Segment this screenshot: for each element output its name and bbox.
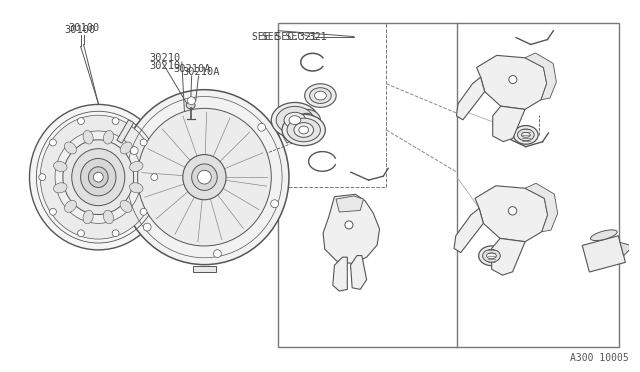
- Ellipse shape: [513, 126, 538, 144]
- Ellipse shape: [83, 210, 93, 224]
- Ellipse shape: [186, 102, 195, 109]
- Text: A300 10005: A300 10005: [570, 353, 629, 363]
- Ellipse shape: [518, 129, 534, 141]
- Ellipse shape: [88, 167, 108, 187]
- Circle shape: [508, 206, 516, 215]
- Text: 30100: 30100: [68, 23, 99, 33]
- Ellipse shape: [129, 161, 143, 171]
- Ellipse shape: [120, 201, 132, 212]
- Polygon shape: [323, 194, 380, 264]
- Circle shape: [151, 174, 157, 180]
- Polygon shape: [351, 256, 367, 289]
- Ellipse shape: [120, 142, 132, 154]
- Polygon shape: [477, 55, 547, 109]
- Ellipse shape: [289, 116, 301, 125]
- Circle shape: [39, 174, 45, 180]
- Polygon shape: [193, 266, 216, 272]
- Ellipse shape: [314, 91, 326, 100]
- Ellipse shape: [310, 88, 332, 103]
- Ellipse shape: [81, 158, 116, 196]
- Ellipse shape: [276, 106, 314, 134]
- Circle shape: [258, 123, 266, 131]
- Ellipse shape: [72, 149, 125, 206]
- Ellipse shape: [294, 123, 314, 137]
- Ellipse shape: [104, 131, 113, 144]
- Ellipse shape: [104, 210, 113, 224]
- Ellipse shape: [483, 249, 500, 262]
- Polygon shape: [493, 106, 525, 142]
- Polygon shape: [475, 186, 548, 242]
- Circle shape: [509, 76, 517, 84]
- Ellipse shape: [198, 170, 211, 184]
- Circle shape: [49, 139, 56, 146]
- Circle shape: [77, 230, 84, 237]
- Text: SEE SEC.321: SEE SEC.321: [262, 32, 327, 42]
- Ellipse shape: [65, 142, 76, 154]
- Circle shape: [112, 118, 119, 125]
- Circle shape: [131, 147, 138, 154]
- Bar: [278, 23, 620, 347]
- Ellipse shape: [54, 161, 67, 171]
- Polygon shape: [456, 77, 484, 120]
- Polygon shape: [454, 208, 483, 253]
- Text: 30210A: 30210A: [182, 67, 220, 77]
- Circle shape: [112, 230, 119, 237]
- Polygon shape: [333, 257, 348, 291]
- Ellipse shape: [54, 183, 67, 193]
- Ellipse shape: [298, 113, 316, 127]
- Polygon shape: [525, 183, 557, 232]
- Ellipse shape: [138, 108, 271, 246]
- Ellipse shape: [522, 132, 531, 137]
- Circle shape: [49, 208, 56, 215]
- Ellipse shape: [293, 109, 321, 131]
- Circle shape: [77, 118, 84, 125]
- Ellipse shape: [63, 140, 134, 215]
- Text: 30210A: 30210A: [173, 64, 211, 74]
- Circle shape: [143, 223, 151, 231]
- Ellipse shape: [479, 246, 504, 266]
- Ellipse shape: [83, 131, 93, 144]
- Ellipse shape: [29, 105, 167, 250]
- Ellipse shape: [65, 201, 76, 212]
- Polygon shape: [525, 53, 556, 100]
- Ellipse shape: [284, 112, 306, 128]
- Ellipse shape: [129, 183, 143, 193]
- Ellipse shape: [120, 90, 289, 264]
- Text: SEE SEC.321: SEE SEC.321: [252, 32, 316, 42]
- Ellipse shape: [40, 115, 156, 239]
- Circle shape: [140, 208, 147, 215]
- Ellipse shape: [282, 114, 325, 146]
- Ellipse shape: [305, 84, 336, 108]
- Polygon shape: [275, 120, 292, 143]
- Ellipse shape: [191, 164, 217, 190]
- Ellipse shape: [271, 102, 319, 138]
- Ellipse shape: [299, 126, 308, 134]
- Ellipse shape: [486, 253, 497, 259]
- Text: 30100: 30100: [64, 25, 95, 35]
- Ellipse shape: [591, 230, 617, 241]
- Polygon shape: [620, 243, 633, 256]
- Ellipse shape: [287, 118, 321, 142]
- Text: 30210: 30210: [150, 61, 180, 71]
- Circle shape: [345, 221, 353, 229]
- Ellipse shape: [183, 154, 226, 200]
- Ellipse shape: [93, 172, 103, 182]
- Text: 30210: 30210: [149, 53, 180, 63]
- Circle shape: [214, 250, 221, 257]
- Circle shape: [188, 97, 195, 105]
- Circle shape: [271, 200, 278, 208]
- Polygon shape: [492, 238, 525, 275]
- Ellipse shape: [55, 131, 141, 223]
- Polygon shape: [117, 120, 134, 143]
- Circle shape: [140, 139, 147, 146]
- Polygon shape: [582, 236, 625, 272]
- Polygon shape: [336, 196, 364, 212]
